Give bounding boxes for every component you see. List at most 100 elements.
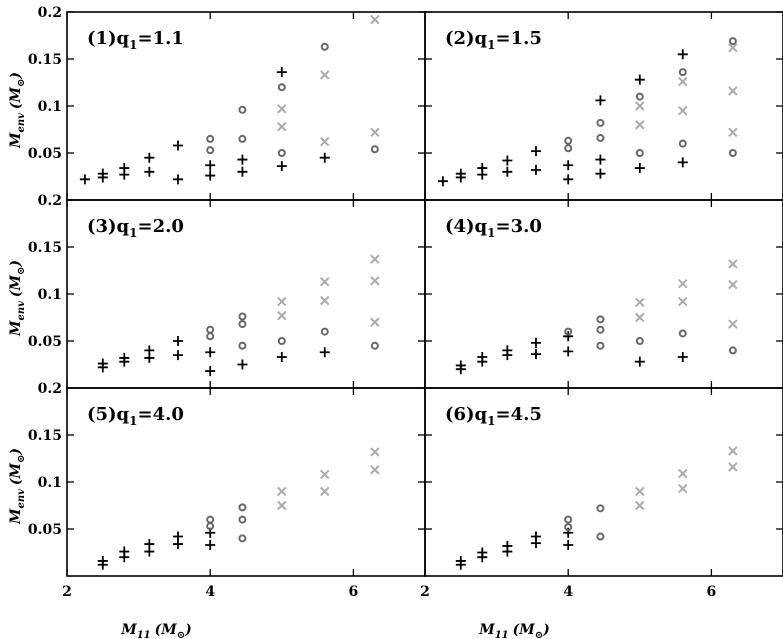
panel-4: (4)q1=3.0 (424, 199, 783, 389)
circle-marker (564, 144, 573, 153)
circle-marker (564, 327, 573, 336)
y-axis-title-group: Menv(M⊙) (8, 72, 27, 149)
circle-marker (238, 134, 247, 143)
plus-marker (563, 331, 574, 342)
panels-layer: (1)q1=1.1 (2)q1=1.5 (3)q1=2.0 (4)q1=3.0 (5)q… (66, 11, 783, 577)
circle-marker (320, 42, 329, 51)
circle-marker (635, 337, 644, 345)
plus-marker (119, 546, 130, 557)
circle-marker (678, 329, 687, 338)
circle-marker (678, 68, 687, 77)
plus-marker (477, 163, 488, 174)
y-axis-title: Menv(M⊙) (8, 448, 27, 525)
y-tick-label: 0.1 (38, 287, 62, 303)
plus-marker (144, 539, 155, 550)
cross-marker (370, 317, 380, 327)
plus-marker (237, 166, 248, 177)
cross-marker (277, 121, 287, 132)
plus-marker (502, 540, 513, 551)
cross-marker (635, 297, 645, 308)
y-axis-title-group: Menv(M⊙) (8, 448, 27, 525)
cross-marker (728, 446, 738, 456)
cross-marker (635, 101, 645, 111)
circle-marker (728, 37, 737, 46)
circle-marker (206, 515, 215, 524)
cross-marker (320, 277, 330, 287)
plus-marker (677, 351, 688, 362)
plus-marker (563, 160, 574, 171)
circle-marker (564, 136, 573, 145)
cross-marker (370, 465, 380, 475)
cross-marker (635, 312, 645, 323)
cross-marker (728, 86, 738, 96)
plus-marker (144, 166, 155, 177)
circle-marker (238, 515, 247, 524)
cross-marker (678, 76, 688, 87)
plus-marker (144, 152, 155, 163)
cross-marker (277, 310, 287, 321)
circle-marker (596, 315, 605, 324)
circle-marker (635, 149, 644, 157)
plus-marker (97, 168, 108, 179)
plus-marker (530, 349, 541, 360)
plus-marker (634, 356, 645, 367)
circle-marker (277, 83, 286, 92)
axis-layer: 0.05 0.1 0.15 0.2 0.05 0.1 0.15 0.2 0.05 0.1 0.15 0… (8, 5, 716, 639)
plus-marker (502, 166, 513, 177)
cross-marker (370, 14, 380, 25)
plus-marker (455, 360, 466, 371)
plus-marker (319, 152, 330, 163)
plus-marker (530, 164, 541, 175)
y-tick-label: 0.1 (38, 475, 62, 491)
panel-label: (5)q1=4.0 (87, 404, 184, 428)
circle-marker (596, 325, 605, 334)
plus-marker (276, 67, 287, 78)
circle-marker (206, 325, 215, 334)
cross-marker (678, 105, 688, 116)
y-tick-label: 0.05 (28, 146, 62, 162)
cross-marker (277, 104, 287, 114)
cross-marker (635, 120, 645, 130)
y-tick-label: 0.05 (28, 334, 62, 350)
panel-label: (4)q1=3.0 (445, 216, 542, 240)
y-tick-label: 0.2 (38, 381, 62, 397)
plus-marker (477, 351, 488, 362)
plus-marker (677, 49, 688, 60)
circle-marker (238, 534, 247, 543)
plus-marker (595, 168, 606, 179)
cross-marker (277, 486, 287, 497)
plus-marker (319, 347, 330, 358)
cross-marker (370, 447, 380, 457)
y-tick-label: 0.1 (38, 99, 62, 115)
plus-marker (97, 358, 108, 369)
panel-label: (1)q1=1.1 (87, 28, 184, 52)
plus-marker (205, 160, 216, 171)
plus-marker (205, 347, 216, 358)
plus-marker (172, 174, 183, 185)
plus-marker (119, 352, 130, 363)
plus-marker (455, 168, 466, 179)
cross-marker (678, 483, 688, 494)
plus-marker (563, 539, 574, 550)
cross-marker (678, 296, 688, 307)
circle-marker (206, 146, 215, 155)
plus-marker (530, 337, 541, 348)
cross-marker (678, 278, 688, 289)
plus-marker (563, 346, 574, 357)
plus-marker (237, 154, 248, 165)
plus-marker (144, 345, 155, 356)
x-tick-label: 6 (707, 584, 717, 600)
circle-marker (206, 134, 215, 143)
plus-marker (276, 351, 287, 362)
y-axis-title: Menv(M⊙) (8, 72, 27, 149)
cross-marker (728, 43, 738, 53)
circle-marker (238, 503, 247, 512)
cross-marker (728, 319, 738, 329)
cross-marker (277, 500, 287, 511)
circle-marker (596, 532, 605, 541)
plus-marker (502, 345, 513, 356)
y-tick-label: 0.15 (28, 428, 62, 444)
plus-marker (205, 366, 216, 377)
plus-marker (172, 140, 183, 151)
circle-marker (596, 133, 605, 142)
